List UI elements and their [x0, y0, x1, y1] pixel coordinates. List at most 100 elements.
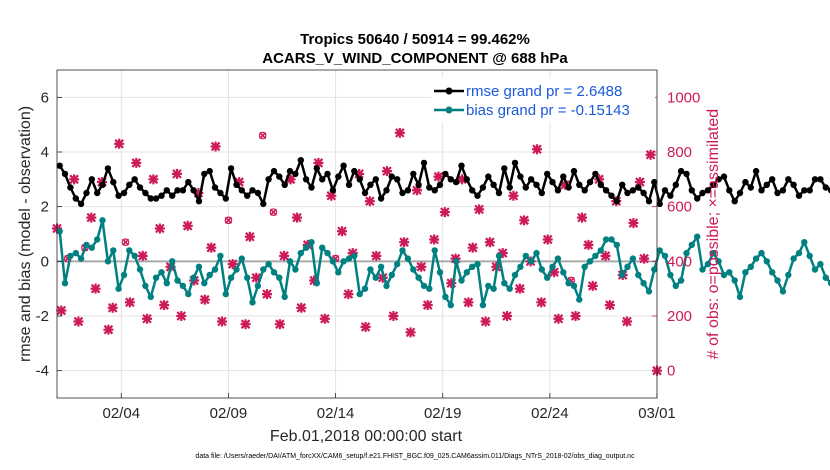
- bias-point: [115, 285, 122, 292]
- obs-count-point: [274, 319, 285, 330]
- rmse-point: [222, 195, 229, 202]
- bias-point: [313, 280, 320, 287]
- rmse-point: [115, 192, 122, 199]
- obs-assimilated-marker: [296, 302, 307, 313]
- obs-assimilated-marker: [467, 242, 478, 253]
- bias-point: [415, 274, 422, 281]
- rmse-point: [201, 170, 208, 178]
- bias-point: [426, 285, 433, 292]
- bias-point: [270, 269, 278, 276]
- bias-point: [163, 280, 170, 287]
- obs-count-point: [154, 223, 165, 234]
- bias-point: [806, 252, 813, 260]
- obs-assimilated-marker: [285, 174, 296, 185]
- bias-point: [56, 228, 63, 235]
- y2-tick-label: 0: [667, 363, 675, 380]
- obs-count-point: [604, 300, 615, 311]
- bias-point: [688, 241, 695, 249]
- obs-assimilated-marker: [56, 305, 67, 316]
- x-tick-label: 02/09: [210, 405, 248, 422]
- obs-assimilated-marker: [583, 239, 594, 250]
- obs-assimilated-marker: [73, 316, 84, 327]
- rmse-point: [206, 167, 213, 175]
- bias-point: [335, 269, 342, 276]
- bias-point: [811, 266, 819, 273]
- bias-point: [351, 252, 358, 260]
- bias-point: [801, 239, 808, 246]
- rmse-point: [244, 192, 251, 199]
- bias-point: [710, 249, 717, 257]
- rmse-point: [479, 184, 487, 191]
- obs-count-point: [159, 300, 170, 311]
- bias-point: [538, 266, 545, 273]
- rmse-point: [158, 192, 165, 199]
- bias-point: [356, 290, 363, 298]
- bias-point: [522, 252, 529, 260]
- bias-point: [410, 266, 417, 273]
- bias-point: [174, 277, 181, 284]
- bias-point: [88, 244, 96, 251]
- bias-point: [211, 266, 219, 273]
- obs-count-point: [519, 215, 530, 226]
- rmse-point: [624, 189, 631, 197]
- bias-point: [345, 255, 353, 262]
- rmse-point: [217, 189, 224, 197]
- obs-count-point: [176, 311, 187, 321]
- rmse-point: [415, 181, 422, 188]
- rmse-point: [463, 176, 470, 183]
- legend-rmse-marker: [445, 87, 453, 95]
- obs-assimilated-marker: [227, 259, 238, 270]
- rmse-point: [426, 184, 433, 191]
- rmse-point: [383, 187, 390, 194]
- bias-point: [827, 280, 830, 287]
- rmse-point: [104, 165, 112, 172]
- obs-assimilated-marker: [182, 220, 193, 231]
- bias-point: [104, 258, 112, 265]
- y2-tick-label: 1000: [667, 89, 700, 106]
- y2-axis-label: # of obs: o=possible; ×=assimilated: [705, 109, 722, 359]
- x-axis-label: Feb.01,2018 00:00:00 start: [270, 428, 463, 445]
- obs-count-point: [86, 212, 97, 223]
- rmse-point: [276, 173, 283, 180]
- obs-count-point: [600, 250, 611, 261]
- obs-assimilated-marker: [364, 196, 375, 207]
- rmse-point: [629, 187, 637, 194]
- x-tick-label: 02/04: [103, 405, 141, 422]
- obs-count-point: [536, 297, 547, 308]
- rmse-point: [635, 184, 642, 191]
- bias-point: [667, 271, 674, 279]
- rmse-point: [576, 181, 583, 188]
- rmse-point: [286, 167, 294, 175]
- bias-point: [120, 271, 128, 279]
- rmse-point: [179, 187, 187, 194]
- obs-count-point: [319, 313, 330, 324]
- rmse-point: [361, 189, 369, 197]
- obs-count-point: [217, 316, 227, 327]
- rmse-point: [238, 187, 245, 194]
- bias-point: [651, 266, 658, 273]
- rmse-point: [527, 176, 535, 183]
- rmse-point: [163, 187, 170, 194]
- rmse-point: [549, 178, 556, 186]
- obs-count-point: [388, 311, 399, 321]
- obs-assimilated-marker: [274, 319, 285, 330]
- rmse-point: [544, 170, 551, 178]
- obs-count-point: [416, 261, 427, 272]
- x-tick-label: 03/01: [638, 405, 676, 422]
- obs-count-point: [182, 220, 193, 231]
- obs-assimilated-marker: [103, 324, 114, 335]
- obs-assimilated-marker: [193, 188, 204, 198]
- rmse-point: [811, 176, 819, 183]
- bias-point: [533, 249, 540, 257]
- rmse-point: [372, 176, 379, 183]
- obs-assimilated-marker: [570, 311, 581, 321]
- bias-point: [276, 274, 283, 281]
- rmse-point: [538, 189, 545, 197]
- rmse-point: [447, 176, 454, 183]
- rmse-point: [399, 189, 406, 197]
- bias-point: [286, 258, 294, 265]
- rmse-point: [83, 189, 90, 197]
- obs-count-point: [583, 239, 594, 250]
- obs-assimilated-marker: [577, 212, 587, 223]
- rmse-point: [651, 178, 658, 186]
